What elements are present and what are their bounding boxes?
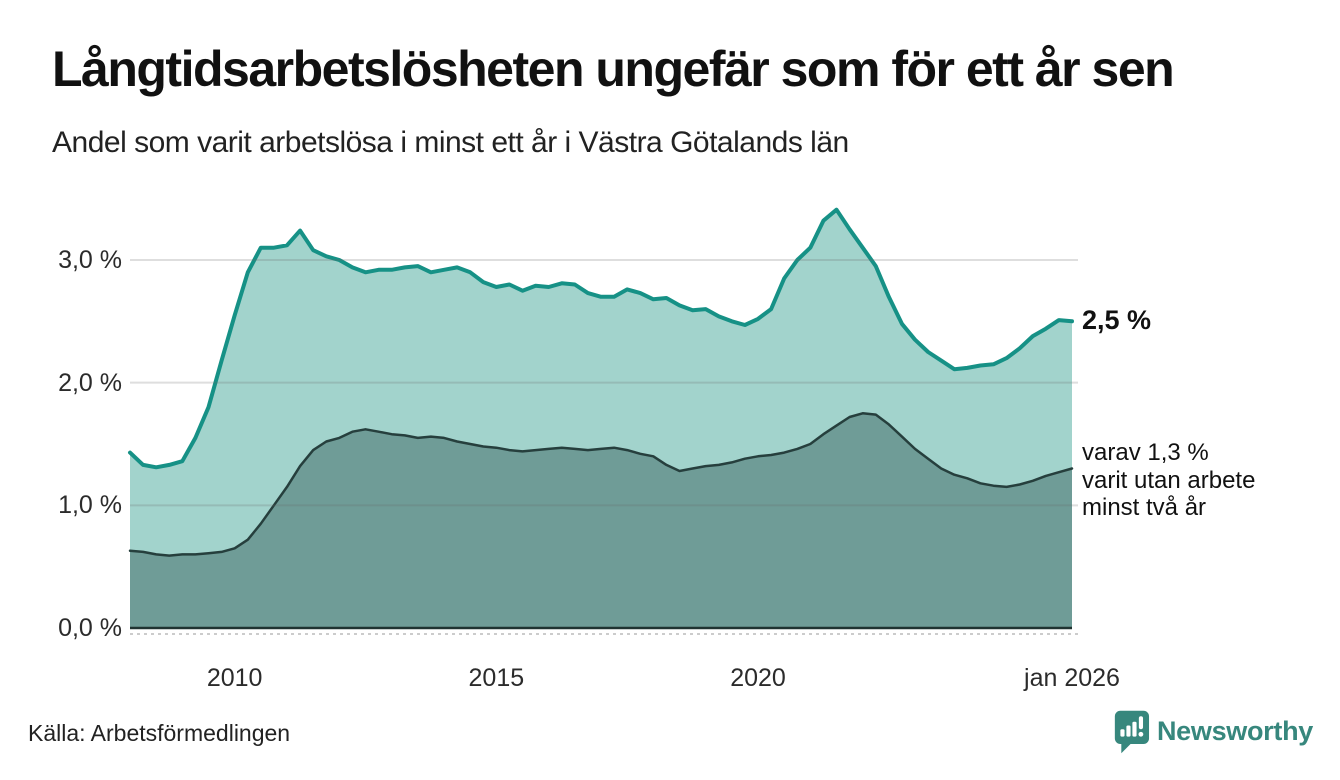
page-title: Långtidsarbetslösheten ungefär som för e… <box>52 41 1175 97</box>
x-tick-label-2010: 2010 <box>206 664 263 692</box>
y-tick-label-0: 0,0 % <box>58 614 122 642</box>
y-tick-label-3: 3,0 % <box>58 246 122 274</box>
y-tick-label-1: 1,0 % <box>58 491 122 520</box>
page-subtitle: Andel som varit arbetslösa i minst ett å… <box>52 126 849 159</box>
subset-annotation: varav 1,3 % varit utan arbete minst två … <box>1082 439 1255 522</box>
subset-annotation-line2: varit utan arbete <box>1082 466 1256 494</box>
x-tick-label-2020: 2020 <box>730 664 786 692</box>
area-subset-min-two-years <box>130 413 1072 628</box>
subset-annotation-line3: minst två år <box>1082 494 1207 521</box>
gridlines <box>130 259 1078 507</box>
subset-annotation-line1: varav 1,3 % <box>1082 439 1209 466</box>
y-tick-label-2: 2,0 % <box>58 368 122 397</box>
source-note: Källa: Arbetsförmedlingen <box>28 720 291 746</box>
line-subset-min-two-years <box>128 412 1074 557</box>
brand-name: Newsworthy <box>1156 715 1313 746</box>
end-value-label: 2,5 % <box>1082 305 1152 335</box>
line-total-min-one-year <box>128 207 1074 470</box>
x-tick-label-jan-2026: jan 2026 <box>1024 664 1120 692</box>
x-tick-label-2015: 2015 <box>468 664 525 692</box>
brand-logo: Newsworthy <box>1113 706 1313 756</box>
chart-bubble-icon <box>1114 710 1150 753</box>
